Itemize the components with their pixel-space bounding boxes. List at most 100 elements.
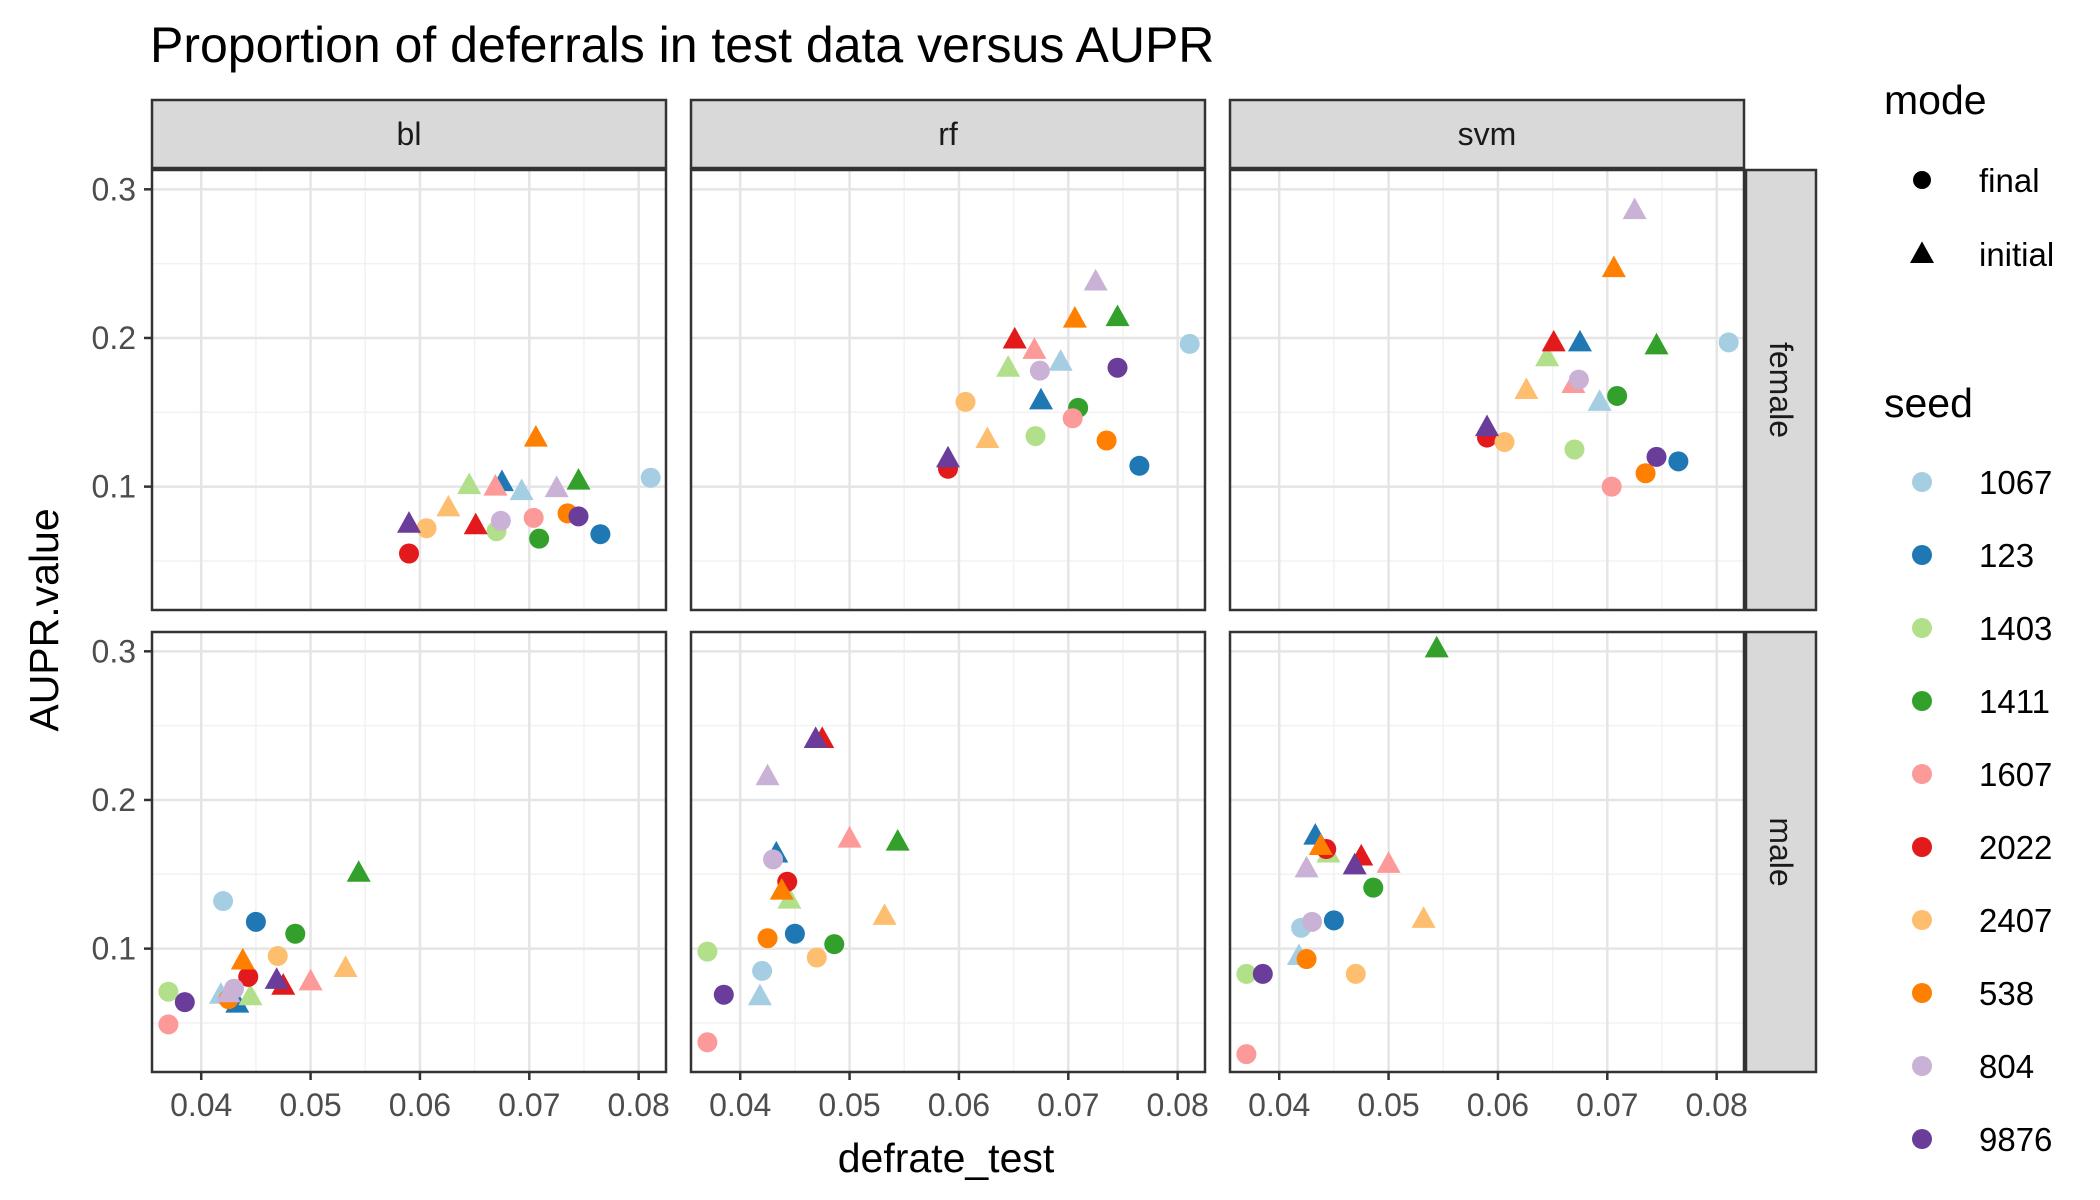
y-axis-ticks: 0.1 0.2 0.3 0.1 0.2 0.3: [92, 171, 152, 967]
point-1067-final: [640, 467, 661, 488]
point-1067-initial: [509, 478, 534, 501]
point-1607-final: [158, 1014, 179, 1035]
x-tick-label: 0.04: [170, 1087, 232, 1123]
gridlines: [1230, 632, 1744, 1072]
facet-strip-bl: [150, 98, 668, 170]
point-9876-final: [568, 506, 589, 527]
legend-item-seed-1411: 1411: [1912, 683, 2050, 720]
point-2407-initial: [333, 955, 358, 977]
gridlines: [1230, 170, 1744, 610]
point-1403-initial: [457, 472, 482, 495]
point-2407-final: [267, 946, 288, 967]
panel-background: [1230, 632, 1744, 1072]
point-2407-final: [955, 391, 976, 412]
point-804-final: [490, 510, 511, 531]
point-123-final: [1129, 455, 1150, 476]
point-1607-final: [1236, 1044, 1257, 1065]
x-tick-label: 0.05: [818, 1087, 880, 1123]
seed-legend: seed 1067 123 1403 1411 1607 2022 2407 538 804 98…: [1884, 380, 2052, 1158]
legend-label: initial: [1979, 236, 2054, 273]
legend-item-seed-123: 123: [1912, 537, 2034, 574]
point-804-initial: [216, 980, 241, 1003]
panel-svm-male: [1228, 630, 1746, 1074]
point-9876-initial: [1342, 852, 1367, 875]
data-points: [397, 424, 661, 564]
point-123-final: [1323, 910, 1344, 931]
panel-border: [689, 168, 1207, 612]
y-tick-label: 0.3: [92, 171, 136, 207]
legend-color-swatch: [1912, 764, 1932, 784]
x-tick-label: 0.07: [498, 1087, 560, 1123]
point-9876-final: [1646, 446, 1667, 467]
point-2407-final: [806, 947, 827, 968]
legend-label: 538: [1979, 975, 2034, 1012]
point-2407-initial: [436, 494, 461, 517]
point-2022-initial: [1541, 329, 1566, 352]
x-axis-title: defrate_test: [838, 1135, 1055, 1181]
data-points: [158, 860, 371, 1035]
point-9876-initial: [803, 726, 828, 749]
panel-background: [1230, 170, 1744, 610]
point-1403-final: [1564, 439, 1585, 460]
point-9876-initial: [1475, 414, 1499, 437]
data-points: [1236, 635, 1449, 1065]
point-9876-initial: [264, 967, 289, 989]
x-tick-label: 0.04: [1248, 1087, 1310, 1123]
x-tick-label: 0.07: [1576, 1087, 1638, 1123]
point-804-final: [1568, 369, 1589, 390]
point-123-final: [784, 923, 805, 944]
legend-label: 804: [1979, 1048, 2034, 1085]
point-1411-final: [824, 934, 845, 955]
x-tick-label: 0.08: [1686, 1087, 1748, 1123]
legend-label: 1607: [1979, 756, 2052, 793]
point-1403-final: [697, 941, 718, 962]
point-1403-initial: [1535, 344, 1560, 367]
point-1607-final: [697, 1032, 718, 1053]
point-123-final: [590, 524, 611, 545]
x-tick-label: 0.05: [1357, 1087, 1419, 1123]
chart-title: Proportion of deferrals in test data ver…: [150, 17, 1214, 73]
facet-strip-svm: [1228, 98, 1746, 170]
panel-bl-female: [150, 168, 668, 612]
point-1411-final: [1363, 877, 1384, 898]
legend-item-initial: initial: [1910, 236, 2054, 273]
data-points: [936, 268, 1200, 479]
point-804-final: [763, 849, 784, 870]
legend-item-seed-1403: 1403: [1912, 610, 2052, 647]
legend-item-final: final: [1913, 162, 2040, 199]
facet-strip-male: [1744, 630, 1818, 1074]
point-538-final: [757, 928, 778, 949]
data-points: [1475, 197, 1739, 497]
point-1607-final: [1062, 408, 1083, 429]
panel-bl-male: [150, 630, 668, 1074]
x-tick-label: 0.06: [928, 1087, 990, 1123]
legend-item-seed-2022: 2022: [1912, 829, 2052, 866]
legend-item-seed-538: 538: [1912, 975, 2034, 1012]
point-538-final: [1635, 463, 1656, 484]
x-tick-label: 0.04: [709, 1087, 771, 1123]
legend-label: 123: [1979, 537, 2034, 574]
legend-color-swatch: [1912, 545, 1932, 565]
point-1067-final: [1718, 332, 1739, 353]
legend-color-swatch: [1912, 1129, 1932, 1149]
point-804-initial: [544, 475, 569, 498]
point-1411-initial: [566, 468, 591, 490]
point-538-initial: [1601, 255, 1626, 278]
point-1411-final: [529, 528, 550, 549]
legend-label: 1067: [1979, 464, 2052, 501]
point-538-initial: [230, 947, 255, 970]
point-1607-final: [1601, 476, 1622, 497]
point-1411-initial: [885, 828, 910, 851]
legend-triangle-symbol: [1910, 241, 1934, 263]
point-1403-final: [158, 981, 179, 1002]
mode-legend-title: mode: [1884, 77, 1987, 123]
legend-color-swatch: [1912, 837, 1932, 857]
point-1403-initial: [238, 983, 263, 1006]
point-1067-final: [752, 960, 773, 981]
legend-label: 1411: [1979, 683, 2050, 720]
y-tick-label: 0.1: [92, 469, 136, 505]
point-538-initial: [1062, 306, 1087, 328]
point-1067-final: [1179, 333, 1200, 354]
point-1411-final: [285, 923, 306, 944]
point-538-final: [1096, 430, 1117, 451]
